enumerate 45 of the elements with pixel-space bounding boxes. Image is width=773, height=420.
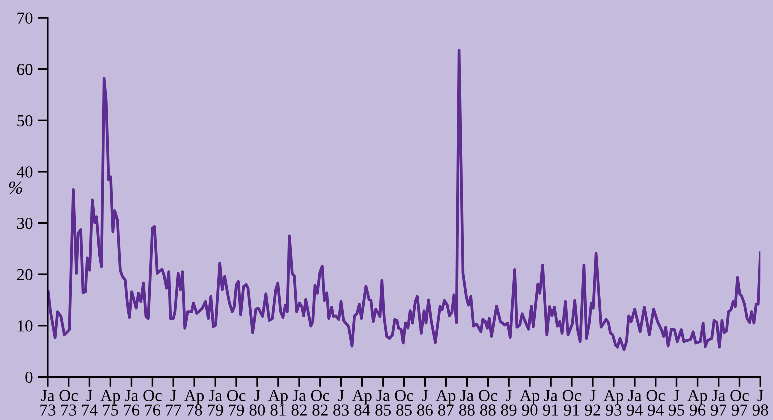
y-tick-label: 20 <box>17 269 33 281</box>
x-tick-label: Oc 73 <box>60 390 78 416</box>
x-tick-label: Oc 79 <box>227 390 246 416</box>
x-tick-label: J 77 <box>166 390 182 416</box>
y-tick-label: 40 <box>17 166 33 178</box>
x-tick-label: Ja 97 <box>711 390 727 416</box>
x-tick-label: Oc 82 <box>311 390 330 416</box>
x-tick-label: Ja 88 <box>459 390 475 416</box>
x-tick-label: Oc 97 <box>730 390 749 416</box>
x-tick-label: Ap 75 <box>100 390 120 416</box>
x-tick-label: Ja 91 <box>543 390 558 416</box>
x-tick-label: Oc 91 <box>562 390 582 416</box>
y-tick-label: 10 <box>18 320 33 332</box>
y-tick-label: 60 <box>17 64 33 76</box>
x-tick-label: J 80 <box>250 390 266 416</box>
y-tick-label: 30 <box>17 218 33 230</box>
x-tick-label: Oc 88 <box>479 390 498 416</box>
x-tick-label: Ap 84 <box>352 390 372 416</box>
x-tick-label: Oc 85 <box>395 390 414 416</box>
x-tick-label: Ja 76 <box>124 390 140 416</box>
x-tick-label: Ap 87 <box>436 390 456 416</box>
x-tick-label: J 98 <box>752 390 768 416</box>
y-tick-label: 50 <box>18 115 33 127</box>
x-tick-label: Ap 96 <box>688 390 708 416</box>
x-tick-label: J 74 <box>82 390 98 416</box>
x-tick-label: Ap 93 <box>604 390 624 416</box>
x-tick-label: Ja 94 <box>627 390 644 416</box>
x-tick-label: J 86 <box>417 390 434 416</box>
y-axis-title: % <box>9 182 22 194</box>
x-tick-label: Ap 90 <box>520 390 540 416</box>
x-tick-label: J 92 <box>585 390 600 416</box>
x-tick-label: Ja 73 <box>40 390 56 416</box>
x-tick-label: J 83 <box>334 390 349 416</box>
x-tick-label: Ja 82 <box>292 390 307 416</box>
x-tick-label: J 89 <box>501 390 517 416</box>
x-tick-label: Oc 76 <box>144 390 162 416</box>
y-tick-label: 70 <box>18 12 33 24</box>
y-tick-label: 0 <box>26 372 33 384</box>
x-tick-label: Oc 94 <box>646 390 666 416</box>
x-tick-label: Ap 78 <box>184 390 204 416</box>
x-tick-label: Ap 81 <box>268 390 288 416</box>
x-tick-label: Ja 85 <box>376 390 392 416</box>
line-series <box>48 48 761 352</box>
x-tick-label: J 95 <box>668 390 684 416</box>
x-tick-label: Ja 79 <box>208 390 224 416</box>
